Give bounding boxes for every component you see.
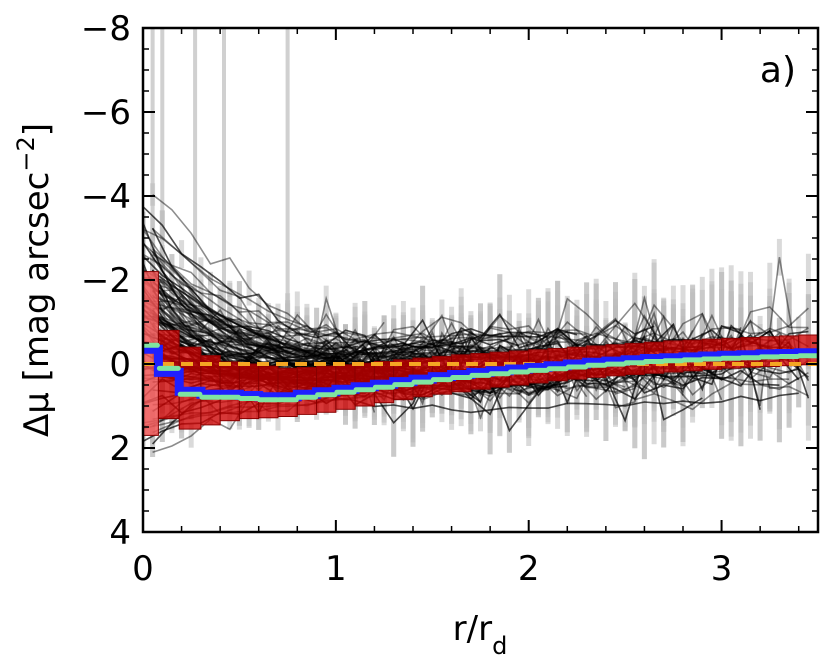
x-tick-labels: 0 1 2 3 <box>132 549 732 589</box>
binned-spread-bars <box>143 271 818 436</box>
profile-line <box>143 315 510 364</box>
x-tick-label: 0 <box>132 549 154 589</box>
profile-line <box>152 280 520 357</box>
plot-frame <box>141 26 820 534</box>
profile-line <box>152 296 385 350</box>
profile-line <box>143 222 510 365</box>
plot-content <box>143 28 818 460</box>
panel-label: a) <box>760 50 796 91</box>
y-tick-labels: −8 −6 −4 −2 0 2 4 <box>81 9 131 553</box>
profile-line <box>143 309 394 356</box>
profile-line <box>143 278 742 381</box>
y-tick-label: −4 <box>81 177 131 217</box>
profile-line <box>143 242 471 359</box>
profile-line <box>151 309 655 370</box>
profile-line <box>143 335 376 413</box>
profile-line <box>152 282 404 364</box>
profile-line <box>143 330 587 356</box>
y-tick-label: −8 <box>81 9 131 49</box>
profile-line <box>152 337 520 360</box>
profile-line <box>143 316 414 363</box>
plot-background <box>143 28 818 532</box>
profile-line <box>143 222 510 365</box>
y-tick-label: −6 <box>81 93 131 133</box>
profile-line <box>143 302 375 362</box>
profile-line <box>143 257 800 407</box>
profile-line <box>152 280 520 357</box>
profile-line <box>152 271 365 370</box>
x-axis-label: r/rd <box>453 609 508 659</box>
y-tick-label: 2 <box>109 429 131 469</box>
y-axis-label: Δμ [mag arcsec−2] <box>12 123 57 437</box>
y-tick-label: −2 <box>81 261 131 301</box>
profile-line <box>151 309 655 370</box>
profile-line <box>143 253 742 361</box>
y-tick-label: 0 <box>109 345 131 385</box>
x-tick-label: 1 <box>325 549 347 589</box>
profile-line <box>152 329 597 349</box>
profile-line <box>143 228 375 356</box>
x-tick-label: 3 <box>711 549 733 589</box>
y-tick-label: 4 <box>109 513 131 553</box>
profile-line <box>152 228 481 359</box>
binned-median <box>143 342 818 403</box>
profile-line <box>152 271 365 370</box>
x-tick-label: 2 <box>518 549 540 589</box>
profile-line <box>152 248 674 355</box>
